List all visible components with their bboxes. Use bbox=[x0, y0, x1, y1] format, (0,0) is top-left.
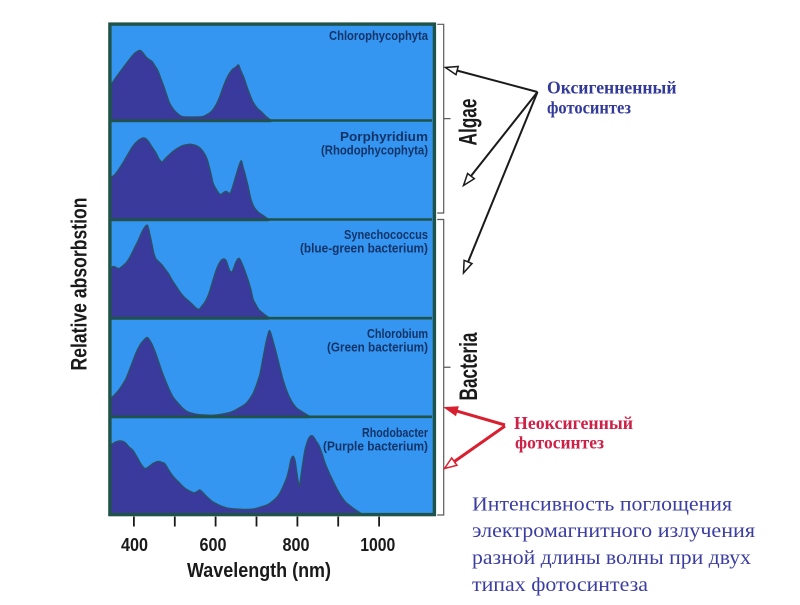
svg-text:электромагнитного излучения: электромагнитного излучения bbox=[472, 520, 756, 542]
svg-text:(Purple bacterium): (Purple bacterium) bbox=[323, 439, 428, 454]
svg-text:Porphyridium: Porphyridium bbox=[340, 129, 428, 144]
svg-text:(Green bacterium): (Green bacterium) bbox=[327, 340, 428, 355]
svg-text:Rhodobacter: Rhodobacter bbox=[362, 425, 428, 440]
svg-text:Wavelength (nm): Wavelength (nm) bbox=[187, 560, 331, 582]
svg-text:Интенсивность поглощения: Интенсивность поглощения bbox=[472, 493, 733, 515]
svg-text:Relative absorbstion: Relative absorbstion bbox=[67, 198, 92, 371]
svg-text:Bacteria: Bacteria bbox=[455, 332, 483, 401]
svg-text:Synechococcus: Synechococcus bbox=[344, 227, 428, 242]
svg-text:Algae: Algae bbox=[455, 98, 483, 145]
svg-text:600: 600 bbox=[200, 535, 227, 555]
svg-text:1000: 1000 bbox=[360, 535, 395, 555]
svg-text:разной длины волны при двух: разной длины волны при двух bbox=[472, 547, 751, 569]
svg-text:Оксигенненный: Оксигенненный bbox=[547, 78, 677, 98]
svg-text:400: 400 bbox=[121, 535, 148, 555]
svg-text:Неоксигенный: Неоксигенный bbox=[514, 413, 633, 433]
svg-text:Chlorophycophyta: Chlorophycophyta bbox=[329, 28, 429, 43]
svg-text:фотосинтез: фотосинтез bbox=[547, 98, 631, 118]
svg-text:(Rhodophycophyta): (Rhodophycophyta) bbox=[321, 143, 428, 158]
svg-text:800: 800 bbox=[283, 535, 310, 555]
svg-text:(blue-green bacterium): (blue-green bacterium) bbox=[300, 241, 428, 256]
svg-text:Chlorobium: Chlorobium bbox=[367, 326, 428, 341]
svg-text:фотосинтез: фотосинтез bbox=[515, 433, 604, 453]
svg-text:типах фотосинтеза: типах фотосинтеза bbox=[472, 574, 648, 596]
